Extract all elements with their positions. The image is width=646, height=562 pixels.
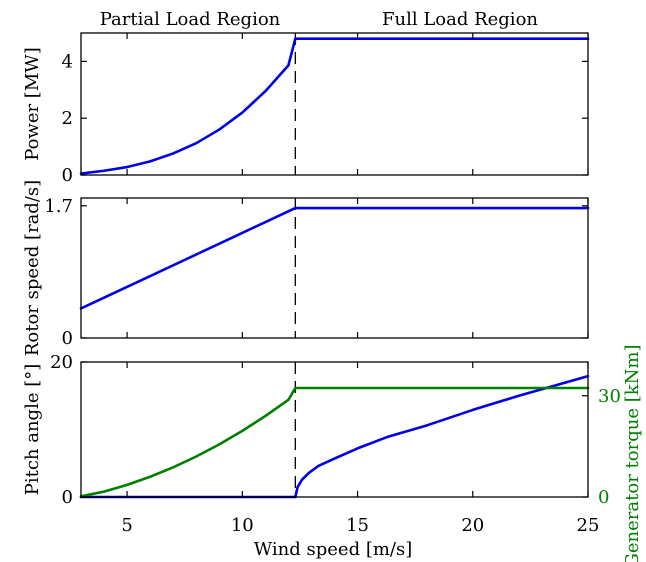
pitch-torque-y-axis-label: Pitch angle [°] xyxy=(22,364,43,496)
power-frame xyxy=(80,32,589,176)
power-y-tick-label: 2 xyxy=(62,108,73,129)
rotor-speed-y-tick-label: 0 xyxy=(62,328,73,349)
x-axis-label: Wind speed [m/s] xyxy=(254,539,413,560)
pitch-torque-y2-tick-label: 0 xyxy=(598,487,609,508)
power-y-axis-label: Power [MW] xyxy=(22,47,43,161)
x-tick-label: 10 xyxy=(231,515,254,536)
x-tick-label: 25 xyxy=(577,515,600,536)
pitch-torque-panel: 5 10 15 20 25 0 20 Pitch angle [°] 0 30 Generator … xyxy=(22,345,643,562)
pitch-torque-y2-tick-label: 30 xyxy=(598,386,621,407)
full-load-region-label: Full Load Region xyxy=(382,9,538,30)
x-tick-label: 5 xyxy=(121,515,132,536)
pitch-torque-series-line-1 xyxy=(79,386,590,498)
x-tick-label: 20 xyxy=(461,515,484,536)
rotor-speed-y-tick-label: 1.7 xyxy=(44,196,73,217)
rotor-speed-y-axis-label: Rotor speed [rad/s] xyxy=(22,180,43,356)
power-series-line-0 xyxy=(79,37,590,175)
pitch-torque-frame xyxy=(80,361,589,498)
x-tick-label: 15 xyxy=(346,515,369,536)
rotor-speed-series-line-0 xyxy=(79,206,590,310)
pitch-torque-y-tick-label: 0 xyxy=(62,487,73,508)
power-panel: 0 2 4 Power [MW] xyxy=(22,32,590,186)
power-y-tick-label: 0 xyxy=(62,165,73,186)
rotor-speed-frame xyxy=(80,197,589,339)
power-y-tick-label: 4 xyxy=(62,51,73,72)
partial-load-region-label: Partial Load Region xyxy=(100,9,281,30)
pitch-torque-y-tick-label: 20 xyxy=(50,352,73,373)
pitch-torque-y2-axis-label: Generator torque [kNm] xyxy=(622,345,643,562)
pitch-torque-series-line-0 xyxy=(79,374,590,499)
